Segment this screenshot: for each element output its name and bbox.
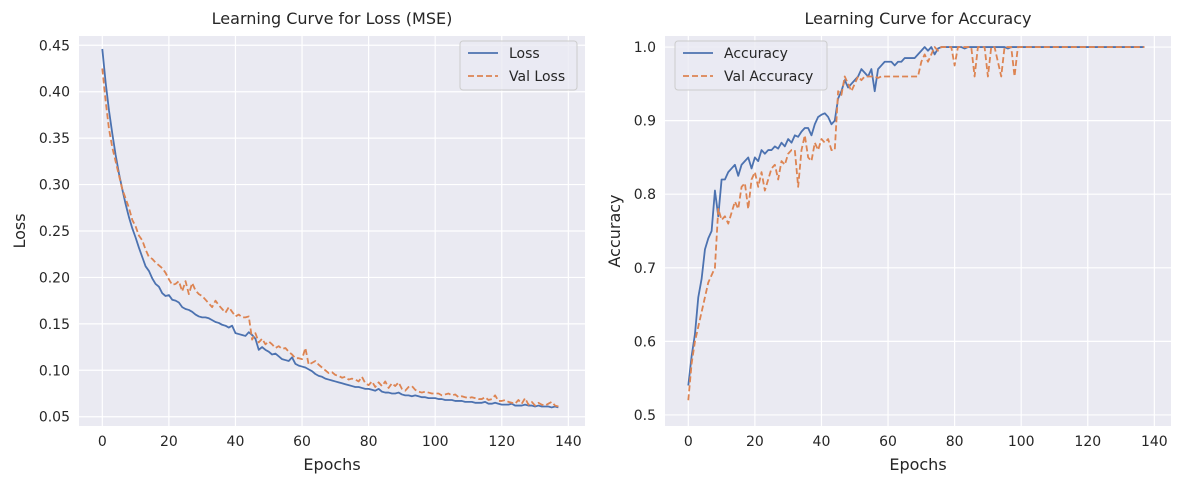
- gridlines: [79, 36, 585, 426]
- x-tick-label: 80: [946, 434, 964, 450]
- x-tick-label: 40: [227, 434, 245, 450]
- y-tick-label: 0.5: [634, 408, 656, 424]
- y-axis-label: Accuracy: [605, 194, 624, 267]
- y-tick-label: 1.0: [634, 40, 656, 56]
- y-tick-label: 0.05: [39, 410, 70, 426]
- chart-title: Learning Curve for Accuracy: [805, 9, 1032, 28]
- legend-label: Loss: [509, 46, 540, 62]
- legend-label: Val Loss: [509, 69, 565, 85]
- legend: Loss Val Loss: [459, 40, 578, 91]
- legend-label: Accuracy: [724, 46, 788, 62]
- x-tick-label: 80: [360, 434, 378, 450]
- x-tick-label: 40: [813, 434, 831, 450]
- legend-label: Val Accuracy: [724, 69, 813, 85]
- series-line-val-accuracy: [687, 46, 1145, 401]
- series-line-val-loss: [101, 68, 559, 408]
- series-line-accuracy: [687, 46, 1145, 386]
- chart-title: Learning Curve for Loss (MSE): [212, 9, 453, 28]
- tick-labels: 0 20 40 60 80 100 120 140 0.5 0.6 0.7 0.8 0.9 1.0: [634, 40, 1168, 450]
- legend: Accuracy Val Accuracy: [674, 40, 828, 91]
- y-tick-label: 0.40: [39, 85, 70, 101]
- x-tick-label: 100: [1008, 434, 1035, 450]
- y-tick-label: 0.20: [39, 270, 70, 286]
- x-tick-label: 60: [879, 434, 897, 450]
- loss-chart: Learning Curve for Loss (MSE) Epochs Los…: [10, 9, 585, 474]
- y-tick-label: 0.30: [39, 178, 70, 194]
- x-tick-label: 60: [293, 434, 311, 450]
- gridlines: [665, 36, 1171, 426]
- y-tick-label: 0.8: [634, 187, 656, 203]
- x-axis-label: Epochs: [889, 455, 946, 474]
- x-tick-label: 20: [746, 434, 764, 450]
- x-tick-label: 0: [684, 434, 693, 450]
- y-tick-label: 0.10: [39, 363, 70, 379]
- x-tick-label: 140: [1141, 434, 1168, 450]
- x-tick-label: 100: [422, 434, 449, 450]
- series-lines: [687, 46, 1145, 401]
- accuracy-chart: Learning Curve for Accuracy Epochs Accur…: [605, 9, 1171, 474]
- y-tick-label: 0.7: [634, 261, 656, 277]
- y-tick-label: 0.25: [39, 224, 70, 240]
- y-tick-label: 0.15: [39, 317, 70, 333]
- y-tick-label: 0.35: [39, 131, 70, 147]
- tick-labels: 0 20 40 60 80 100 120 140 0.05 0.10 0.15 0.20 0.25 0.…: [39, 38, 582, 450]
- x-axis-label: Epochs: [303, 455, 360, 474]
- y-tick-label: 0.6: [634, 334, 656, 350]
- y-tick-label: 0.45: [39, 38, 70, 54]
- x-tick-label: 140: [555, 434, 582, 450]
- y-tick-label: 0.9: [634, 114, 656, 130]
- y-axis-label: Loss: [10, 213, 29, 248]
- x-tick-label: 20: [160, 434, 178, 450]
- plot-area: [665, 36, 1171, 426]
- x-tick-label: 0: [98, 434, 107, 450]
- series-line-loss: [101, 48, 559, 409]
- x-tick-label: 120: [1074, 434, 1101, 450]
- x-tick-label: 120: [488, 434, 515, 450]
- series-lines: [101, 48, 559, 409]
